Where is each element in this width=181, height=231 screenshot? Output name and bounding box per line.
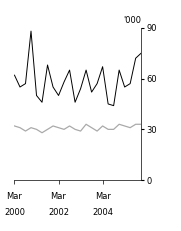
Text: 2000: 2000	[4, 208, 25, 217]
Text: 2002: 2002	[48, 208, 69, 217]
Text: Mar: Mar	[95, 192, 111, 201]
Text: 2004: 2004	[92, 208, 113, 217]
Text: '000: '000	[123, 16, 141, 25]
Text: Mar: Mar	[51, 192, 66, 201]
Text: Mar: Mar	[7, 192, 22, 201]
